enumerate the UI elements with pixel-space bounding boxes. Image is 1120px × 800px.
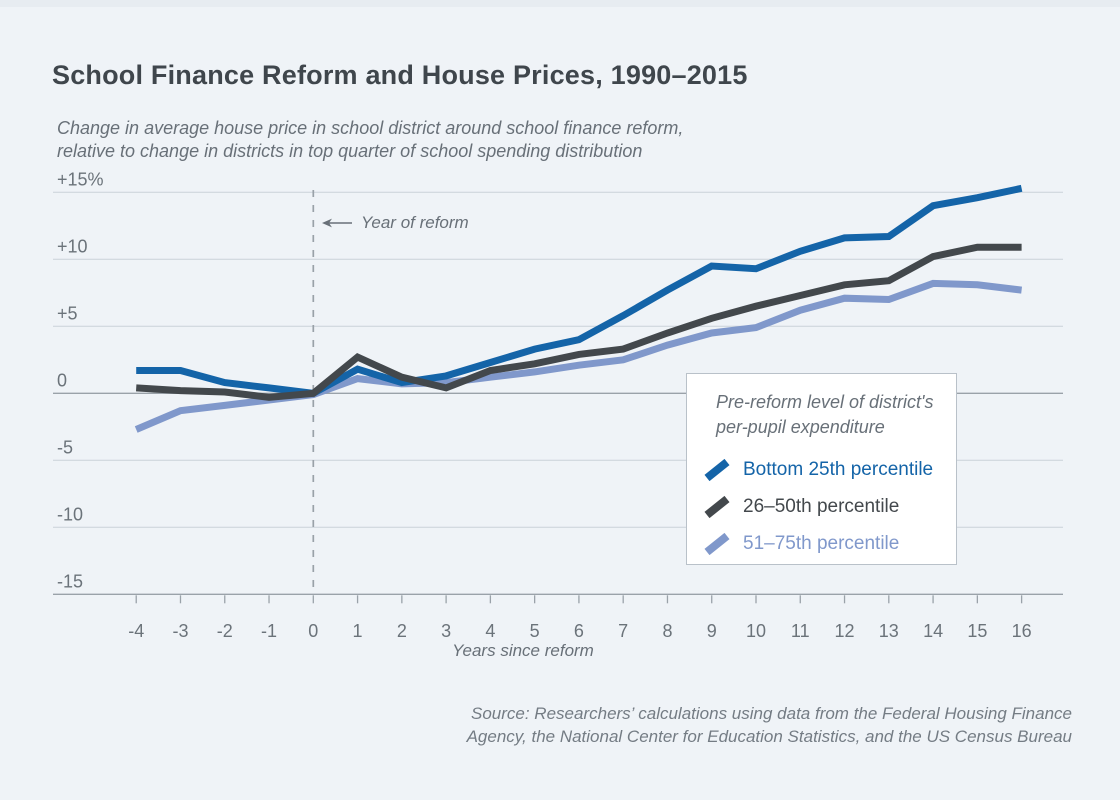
y-tick-label: -10: [57, 504, 83, 524]
chart-subtitle-line-2: relative to change in districts in top q…: [57, 141, 643, 161]
chart-title: School Finance Reform and House Prices, …: [52, 60, 748, 91]
x-tick-label: 12: [835, 621, 855, 641]
line-swatch-icon: [704, 495, 730, 519]
x-tick-label: 3: [441, 621, 451, 641]
y-tick-label: -5: [57, 437, 73, 457]
x-tick-label: 10: [746, 621, 766, 641]
x-tick-label: 4: [485, 621, 495, 641]
legend-title-line-1: Pre-reform level of district's: [716, 392, 934, 412]
y-tick-label: 0: [57, 370, 67, 390]
y-tick-label: -15: [57, 571, 83, 591]
legend-items: Bottom 25th percentile 26–50th percentil…: [704, 457, 933, 557]
y-tick-label: +5: [57, 303, 78, 323]
legend-title-line-2: per-pupil expenditure: [716, 417, 885, 437]
source-line-2: Agency, the National Center for Educatio…: [466, 727, 1072, 746]
top-accent-strip: [0, 0, 1120, 7]
chart-subtitle-line-1: Change in average house price in school …: [57, 118, 684, 138]
x-tick-label: -1: [261, 621, 277, 641]
x-tick-label: 1: [353, 621, 363, 641]
x-tick-label: 14: [923, 621, 943, 641]
x-tick-label: 5: [530, 621, 540, 641]
legend-title: Pre-reform level of district's per-pupil…: [716, 390, 934, 440]
x-tick-label: 15: [967, 621, 987, 641]
x-tick-label: 6: [574, 621, 584, 641]
x-tick-label: -2: [217, 621, 233, 641]
series-line-1: [136, 184, 1023, 397]
year-of-reform-label: Year of reform: [361, 213, 469, 232]
x-tick-label: -3: [172, 621, 188, 641]
year-of-reform-annotation: Year of reform: [322, 213, 469, 233]
x-tick-label: 11: [791, 621, 810, 641]
line-swatch-icon: [704, 532, 730, 556]
source-note: Source: Researchers’ calculations using …: [467, 702, 1072, 748]
y-tick-label: +10: [57, 236, 88, 256]
y-tick-label: +15%: [57, 169, 104, 189]
series-line-2: [135, 243, 1022, 401]
legend-item-26-50th: 26–50th percentile: [704, 494, 933, 520]
x-tick-label: -4: [128, 621, 144, 641]
legend-item-label: 26–50th percentile: [743, 496, 900, 517]
x-tick-label: 8: [662, 621, 672, 641]
x-tick-label: 13: [879, 621, 899, 641]
legend-item-label: 51–75th percentile: [743, 533, 900, 554]
x-tick-label: 9: [707, 621, 717, 641]
source-line-1: Source: Researchers’ calculations using …: [471, 704, 1072, 723]
arrow-left-icon: [322, 218, 352, 228]
line-swatch-icon: [704, 458, 730, 482]
legend-item-51-75th: 51–75th percentile: [704, 531, 933, 557]
x-tick-label: 0: [308, 621, 318, 641]
legend: Pre-reform level of district's per-pupil…: [686, 373, 957, 565]
legend-item-label: Bottom 25th percentile: [743, 459, 934, 480]
x-tick-label: 2: [397, 621, 407, 641]
legend-item-bottom-25th: Bottom 25th percentile: [704, 457, 933, 483]
chart-subtitle: Change in average house price in school …: [57, 117, 683, 163]
x-tick-label: 7: [618, 621, 628, 641]
x-axis-title: Years since reform: [452, 641, 594, 660]
x-tick-label: 16: [1012, 621, 1032, 641]
